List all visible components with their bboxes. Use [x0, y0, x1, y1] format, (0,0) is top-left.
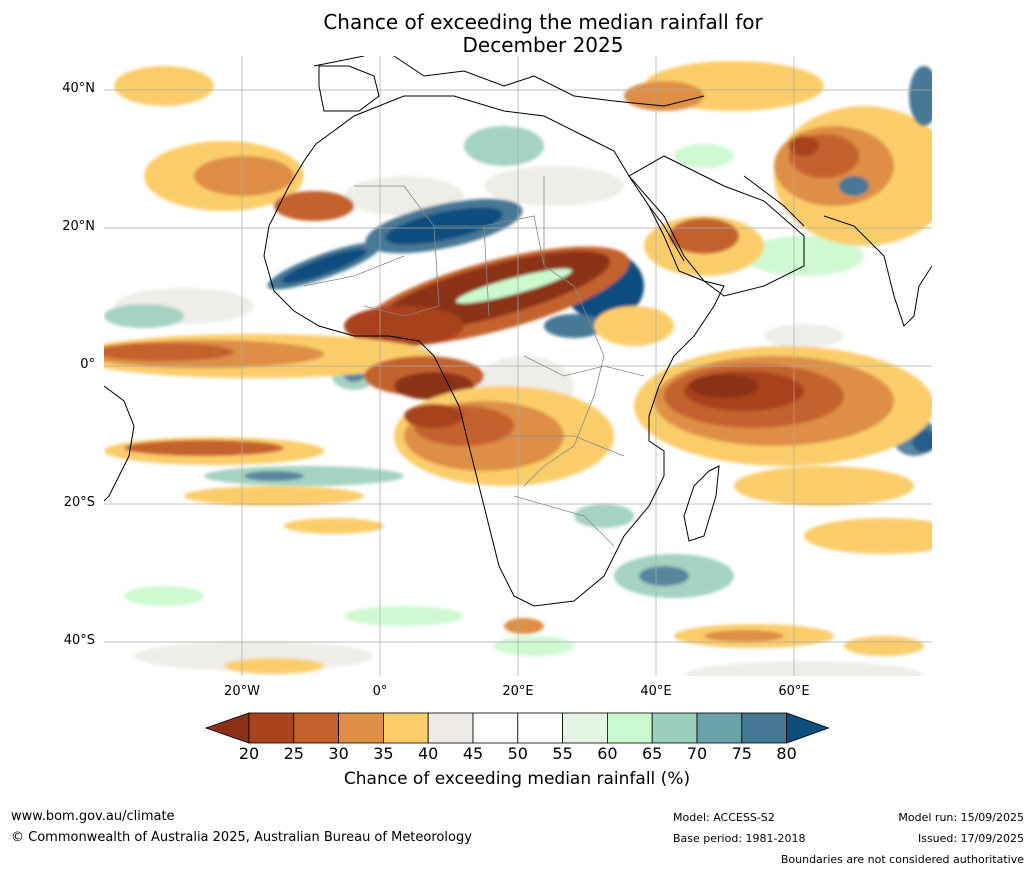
- map-title-line2: December 2025: [462, 33, 624, 57]
- colorbar-tick-label: 55: [552, 744, 573, 763]
- map-title-line1: Chance of exceeding the median rainfall …: [323, 10, 763, 34]
- lat-label-40s: 40°S: [63, 633, 95, 648]
- colorbar-extend-low: [204, 712, 250, 744]
- colorbar-svg: [204, 712, 830, 744]
- lon-label-20e: 20°E: [502, 684, 534, 699]
- footer-base-period: Base period: 1981-2018: [673, 832, 806, 845]
- colorbar-tick-label: 45: [462, 744, 484, 763]
- colorbar-bin: [651, 712, 698, 744]
- colorbar-bin: [472, 712, 519, 744]
- lon-label-60e: 60°E: [778, 684, 810, 699]
- colorbar-tick-label: 50: [507, 744, 528, 763]
- colorbar-bin: [696, 712, 743, 744]
- footer-copyright: © Commonwealth of Australia 2025, Austra…: [11, 830, 472, 845]
- rainfall-map: [104, 56, 932, 676]
- colorbar-extend-high: [786, 712, 830, 744]
- lat-label-0: 0°: [80, 357, 95, 372]
- colorbar-tick-label: 80: [776, 744, 797, 763]
- lat-label-40n: 40°N: [62, 81, 95, 96]
- probability-field: [104, 61, 932, 676]
- footer-issued: Issued: 17/09/2025: [917, 832, 1024, 845]
- colorbar-tick-label: 40: [418, 744, 439, 763]
- colorbar: [204, 712, 831, 748]
- country-borders: [303, 176, 645, 547]
- footer-url[interactable]: www.bom.gov.au/climate: [11, 809, 175, 824]
- colorbar-title: Chance of exceeding median rainfall (%): [343, 769, 691, 789]
- colorbar-tick-label: 25: [283, 744, 304, 763]
- colorbar-bin: [427, 712, 474, 744]
- colorbar-bin: [606, 712, 653, 744]
- footer-model-run: Model run: 15/09/2025: [898, 811, 1024, 824]
- colorbar-bin: [338, 712, 384, 744]
- lon-label-20w: 20°W: [224, 684, 260, 699]
- colorbar-bin: [562, 712, 608, 744]
- footer-disclaimer: Boundaries are not considered authoritat…: [780, 853, 1024, 866]
- lon-label-40e: 40°E: [640, 684, 672, 699]
- colorbar-tick-label: 30: [328, 744, 349, 763]
- colorbar-tick-label: 70: [686, 744, 708, 763]
- colorbar-tick-label: 65: [642, 744, 663, 763]
- lat-label-20s: 20°S: [63, 495, 95, 510]
- colorbar-bin: [248, 712, 295, 744]
- colorbar-tick-label: 60: [597, 744, 618, 763]
- footer-model: Model: ACCESS-S2: [673, 811, 775, 824]
- colorbar-bin: [517, 712, 563, 744]
- colorbar-tick-label: 75: [731, 744, 752, 763]
- colorbar-tick-label: 20: [238, 744, 260, 763]
- lat-label-20n: 20°N: [62, 219, 95, 234]
- rainfall-map-svg: [104, 56, 932, 676]
- colorbar-tick-label: 35: [373, 744, 394, 763]
- colorbar-bin: [293, 712, 340, 744]
- colorbar-bin: [382, 712, 429, 744]
- graticule: [104, 56, 932, 676]
- lon-label-0: 0°: [372, 684, 388, 699]
- colorbar-bin: [741, 712, 787, 744]
- coastlines: [104, 56, 932, 607]
